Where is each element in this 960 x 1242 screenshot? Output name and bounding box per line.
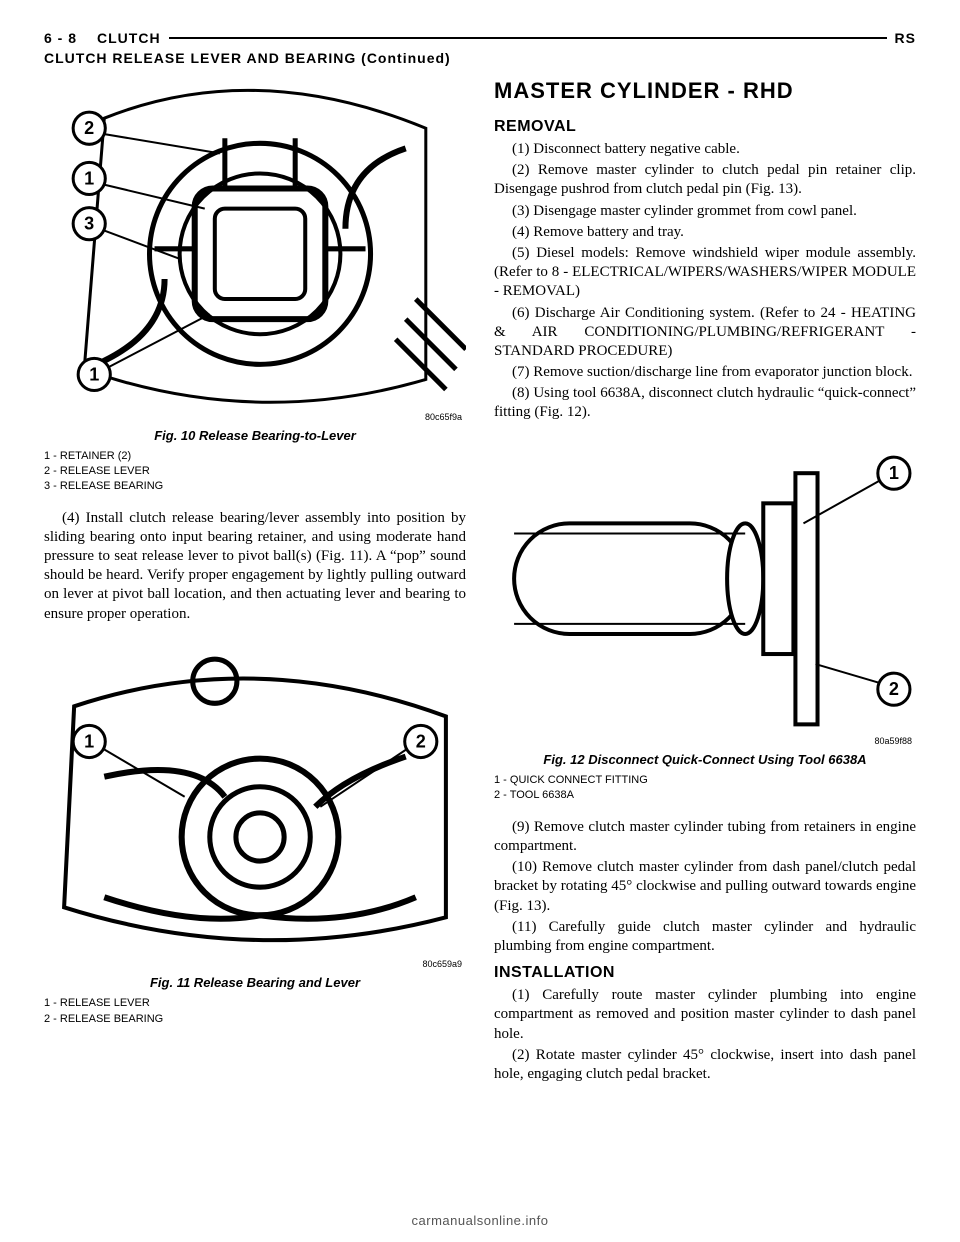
fig10-legend: 1 - RETAINER (2) 2 - RELEASE LEVER 3 - R… [44, 449, 466, 495]
vehicle-code: RS [895, 30, 916, 46]
fig11-legend-2: 2 - RELEASE BEARING [44, 1012, 466, 1027]
fig12-legend-2: 2 - TOOL 6638A [494, 788, 916, 803]
header-rule [169, 37, 887, 39]
footer-watermark: carmanualsonline.info [0, 1213, 960, 1228]
fig12-callout-1: 1 [889, 463, 899, 483]
removal-step-11: (11) Carefully guide clutch master cylin… [494, 918, 916, 956]
removal-heading: REMOVAL [494, 118, 916, 136]
fig11-code: 80c659a9 [44, 959, 466, 969]
fig10-callout-2: 2 [84, 118, 94, 138]
fig10-callout-1a: 1 [84, 168, 94, 188]
page-number: 6 - 8 [44, 30, 77, 46]
fig11-callout-1: 1 [84, 731, 94, 751]
right-column: MASTER CYLINDER - RHD REMOVAL (1) Discon… [494, 78, 916, 1086]
fig10-legend-1: 1 - RETAINER (2) [44, 449, 466, 464]
fig10-legend-2: 2 - RELEASE LEVER [44, 464, 466, 479]
continued-heading: CLUTCH RELEASE LEVER AND BEARING (Contin… [44, 50, 916, 66]
figure-10-image: 2 1 3 1 [44, 78, 466, 410]
install-step-1: (1) Carefully route master cylinder plum… [494, 986, 916, 1044]
fig10-legend-3: 3 - RELEASE BEARING [44, 479, 466, 494]
fig11-caption: Fig. 11 Release Bearing and Lever [44, 975, 466, 990]
removal-step-8: (8) Using tool 6638A, disconnect clutch … [494, 384, 916, 422]
left-column: 2 1 3 1 80c65f9a Fig. 10 Release Bearing… [44, 78, 466, 1086]
master-cylinder-heading: MASTER CYLINDER - RHD [494, 78, 916, 104]
removal-step-10: (10) Remove clutch master cylinder from … [494, 858, 916, 916]
fig12-code: 80a59f88 [494, 736, 916, 746]
section-name: CLUTCH [97, 30, 161, 46]
fig11-legend-1: 1 - RELEASE LEVER [44, 996, 466, 1011]
figure-10: 2 1 3 1 80c65f9a Fig. 10 Release Bearing… [44, 78, 466, 495]
removal-step-3: (3) Disengage master cylinder grommet fr… [494, 202, 916, 221]
removal-step-9: (9) Remove clutch master cylinder tubing… [494, 818, 916, 856]
removal-step-6: (6) Discharge Air Conditioning system. (… [494, 304, 916, 362]
install-step-2: (2) Rotate master cylinder 45° clockwise… [494, 1046, 916, 1084]
removal-step-4: (4) Remove battery and tray. [494, 223, 916, 242]
fig10-caption: Fig. 10 Release Bearing-to-Lever [44, 428, 466, 443]
removal-step-1: (1) Disconnect battery negative cable. [494, 140, 916, 159]
fig12-callout-2: 2 [889, 679, 899, 699]
figure-11: 1 2 80c659a9 Fig. 11 Release Bearing and… [44, 636, 466, 1027]
left-para-1: (4) Install clutch release bearing/lever… [44, 509, 466, 624]
removal-step-5: (5) Diesel models: Remove windshield wip… [494, 244, 916, 302]
figure-12: 1 2 80a59f88 Fig. 12 Disconnect Quick-Co… [494, 433, 916, 804]
removal-step-2: (2) Remove master cylinder to clutch ped… [494, 161, 916, 199]
fig10-code: 80c65f9a [44, 412, 466, 422]
installation-heading: INSTALLATION [494, 964, 916, 982]
figure-12-image: 1 2 [494, 433, 916, 734]
fig11-callout-2: 2 [416, 731, 426, 751]
content-columns: 2 1 3 1 80c65f9a Fig. 10 Release Bearing… [44, 78, 916, 1086]
page-header: 6 - 8 CLUTCH RS [44, 30, 916, 46]
fig10-callout-3: 3 [84, 214, 94, 234]
fig12-legend: 1 - QUICK CONNECT FITTING 2 - TOOL 6638A [494, 773, 916, 804]
fig12-caption: Fig. 12 Disconnect Quick-Connect Using T… [494, 752, 916, 767]
fig10-callout-1b: 1 [89, 364, 99, 384]
fig11-legend: 1 - RELEASE LEVER 2 - RELEASE BEARING [44, 996, 466, 1027]
removal-step-7: (7) Remove suction/discharge line from e… [494, 363, 916, 382]
figure-11-image: 1 2 [44, 636, 466, 958]
fig12-legend-1: 1 - QUICK CONNECT FITTING [494, 773, 916, 788]
